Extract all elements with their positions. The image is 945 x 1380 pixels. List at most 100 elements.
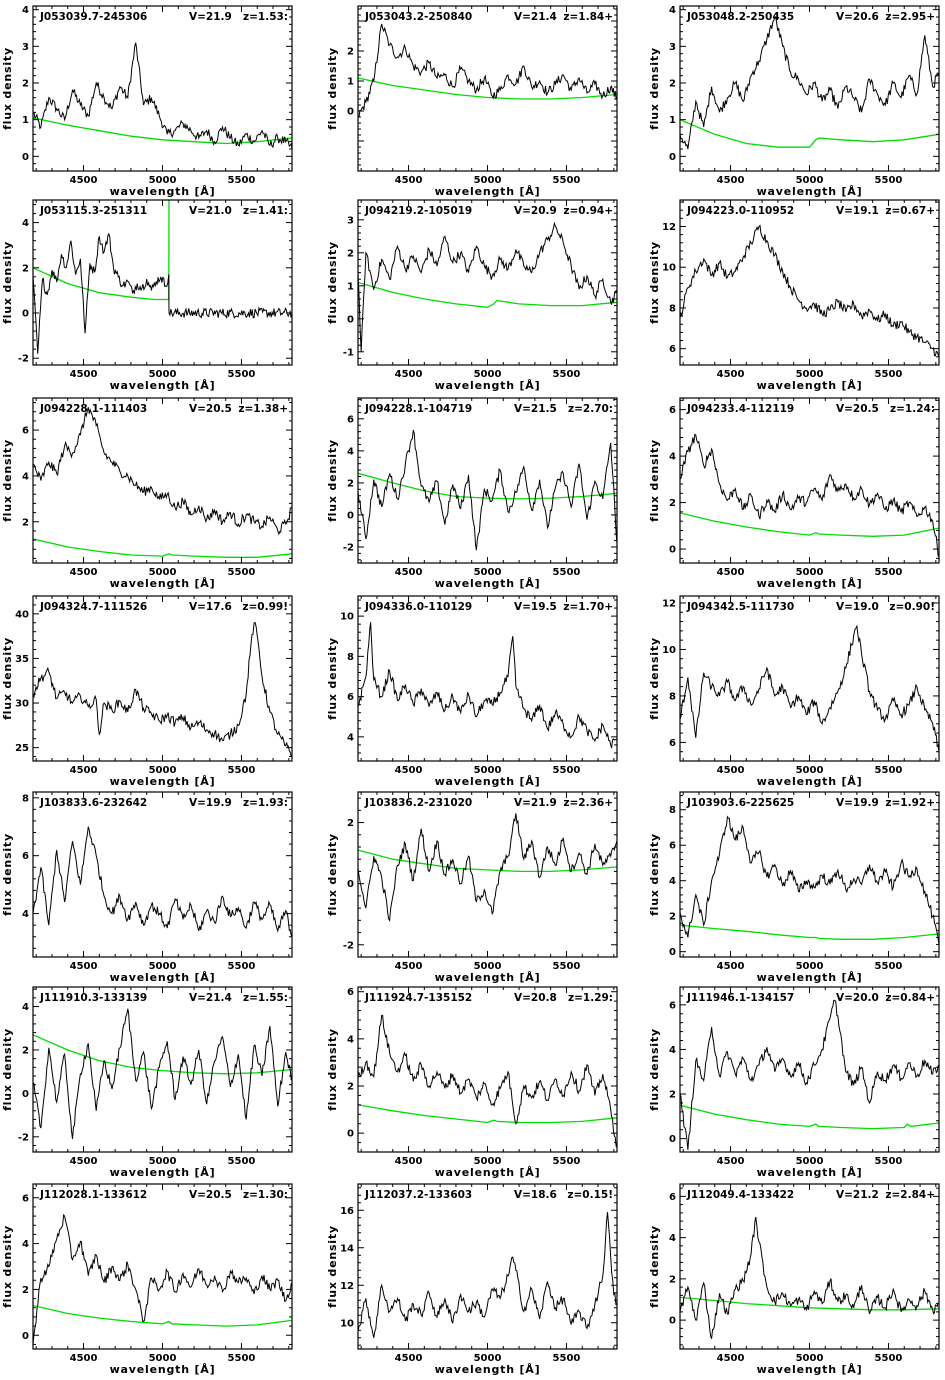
v-magnitude: V=18.6 <box>514 1189 557 1201</box>
x-tick-label: 5500 <box>875 567 903 578</box>
y-axis-label: flux density <box>648 241 661 324</box>
y-tick-label: 4 <box>669 5 676 16</box>
x-tick-label: 5500 <box>875 1353 903 1364</box>
y-axis-label: flux density <box>648 1225 661 1308</box>
v-magnitude: V=20.5 <box>836 403 879 415</box>
y-axis-label: flux density <box>326 1225 339 1308</box>
y-tick-label: 2 <box>669 1274 676 1285</box>
y-tick-label: 0 <box>347 510 354 521</box>
x-axis-label: wavelength [Å] <box>757 185 863 198</box>
y-axis-label: flux density <box>648 637 661 720</box>
x-tick-label: 5000 <box>796 1156 824 1167</box>
y-axis-label: flux density <box>326 47 339 130</box>
plot-frame <box>357 791 618 958</box>
x-tick-label: 4500 <box>717 175 745 186</box>
x-tick-label: 4500 <box>395 1353 423 1364</box>
x-axis-label: wavelength [Å] <box>757 1166 863 1179</box>
y-axis-label: flux density <box>326 439 339 522</box>
y-tick-label: 8 <box>669 691 676 702</box>
redshift: z=1.92+ <box>885 797 935 809</box>
spectrum-panel: 4500 5000 5500 -2 0 2 4 6 wavelength [Å] flux den… <box>326 397 618 590</box>
x-tick-label: 5000 <box>149 175 177 186</box>
x-tick-label: 4500 <box>70 369 98 380</box>
plot-frame <box>679 1183 940 1350</box>
y-tick-label: 25 <box>15 743 29 754</box>
y-tick-label: 2 <box>347 47 354 58</box>
spectrum-line <box>680 815 939 945</box>
x-tick-label: 5500 <box>228 765 256 776</box>
spectrum-panel: 4500 5000 5500 0 2 4 6 wavelength [Å] flux densi… <box>648 1183 940 1376</box>
object-id: J103903.6-225625 <box>686 797 794 809</box>
y-tick-label: 12 <box>662 222 676 233</box>
plot-frame <box>32 199 293 366</box>
x-tick-label: 5000 <box>149 1156 177 1167</box>
x-axis-label: wavelength [Å] <box>110 185 216 198</box>
object-id: J053043.2-250840 <box>364 11 472 23</box>
y-tick-label: 4 <box>347 732 354 743</box>
spectrum-line <box>680 433 939 557</box>
y-tick-label: 40 <box>15 609 29 620</box>
plot-frame <box>357 397 618 564</box>
x-tick-label: 5000 <box>474 1353 502 1364</box>
y-tick-label: 1 <box>669 115 676 126</box>
y-tick-label: 4 <box>22 471 29 482</box>
v-magnitude: V=20.5 <box>189 403 232 415</box>
spectrum-line <box>33 622 292 758</box>
x-tick-label: 5500 <box>875 765 903 776</box>
redshift: z=1.41: <box>243 205 288 217</box>
redshift: z=0.94+ <box>563 205 613 217</box>
x-tick-label: 5500 <box>553 1353 581 1364</box>
x-tick-label: 5500 <box>228 1353 256 1364</box>
object-id: J112028.1-133612 <box>39 1189 147 1201</box>
y-tick-label: 4 <box>669 876 676 887</box>
spectrum-panel: 4500 5000 5500 0 2 4 6 wavelength [Å] flux densi… <box>326 986 618 1179</box>
redshift: z=1.30: <box>243 1189 288 1201</box>
y-tick-label: 0 <box>22 309 29 320</box>
x-tick-label: 4500 <box>70 1156 98 1167</box>
y-tick-label: 2 <box>22 79 29 90</box>
y-tick-label: 4 <box>22 909 29 920</box>
plot-frame <box>357 986 618 1153</box>
v-magnitude: V=19.9 <box>189 797 232 809</box>
spectrum-line <box>358 813 617 922</box>
x-tick-label: 5500 <box>553 175 581 186</box>
spectrum-line <box>358 429 617 551</box>
x-tick-label: 5500 <box>228 961 256 972</box>
object-id: J111910.3-133139 <box>39 992 147 1004</box>
y-tick-label: 4 <box>669 1233 676 1244</box>
y-tick-label: 8 <box>669 303 676 314</box>
x-tick-label: 4500 <box>717 1353 745 1364</box>
x-tick-label: 5000 <box>796 765 824 776</box>
object-id: J111946.1-134157 <box>686 992 794 1004</box>
redshift: z=1.53: <box>243 11 288 23</box>
y-tick-label: 6 <box>22 426 29 437</box>
spectrum-panel: 4500 5000 5500 4 6 8 wavelength [Å] flux densit… <box>1 791 293 984</box>
spectrum-line <box>680 16 939 150</box>
object-id: J111924.7-135152 <box>364 992 472 1004</box>
x-axis-label: wavelength [Å] <box>110 577 216 590</box>
v-magnitude: V=20.0 <box>836 992 879 1004</box>
x-axis-label: wavelength [Å] <box>757 775 863 788</box>
x-axis-label: wavelength [Å] <box>757 577 863 590</box>
object-id: J094233.4-112119 <box>686 403 794 415</box>
y-tick-label: 2 <box>22 1045 29 1056</box>
x-tick-label: 5000 <box>796 369 824 380</box>
x-tick-label: 5500 <box>553 1156 581 1167</box>
y-tick-label: 8 <box>22 793 29 804</box>
x-tick-label: 4500 <box>395 961 423 972</box>
x-tick-label: 4500 <box>395 369 423 380</box>
spectrum-panel: 4500 5000 5500 0 1 2 wavelength [Å] flux densit… <box>326 5 618 198</box>
redshift: z=0.67+ <box>885 205 935 217</box>
y-tick-label: 30 <box>15 699 29 710</box>
y-tick-label: 0 <box>347 1129 354 1140</box>
x-tick-label: 5000 <box>474 961 502 972</box>
v-magnitude: V=17.6 <box>189 601 232 613</box>
spectrum-line <box>680 1216 939 1339</box>
plot-frame <box>679 791 940 958</box>
y-axis-label: flux density <box>326 833 339 916</box>
x-tick-label: 4500 <box>70 1353 98 1364</box>
x-tick-label: 5000 <box>149 369 177 380</box>
y-tick-label: 6 <box>347 987 354 998</box>
x-tick-label: 4500 <box>717 961 745 972</box>
